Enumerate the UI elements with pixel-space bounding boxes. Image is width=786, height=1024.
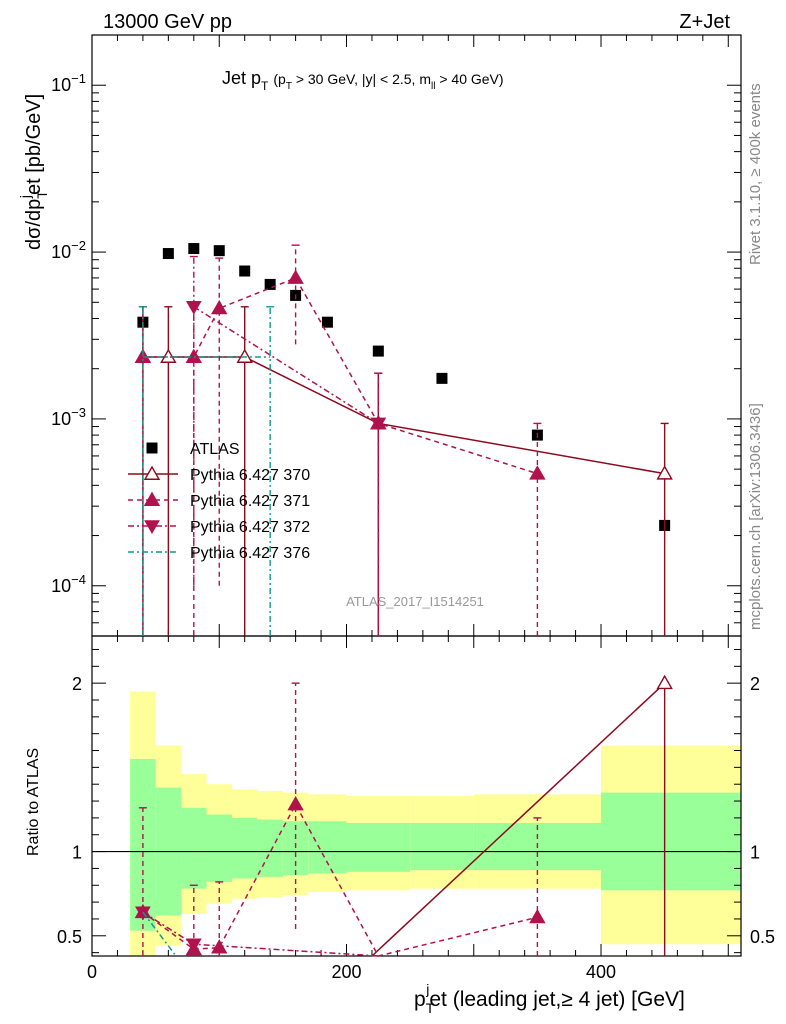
x-axis-label: pTjet (leading jet,≥ 4 jet) [GeV] [414,981,685,1016]
y-tick-label-main: 10−1 [51,71,86,95]
legend-label: Pythia 6.427 371 [190,493,310,510]
legend-label: Pythia 6.427 372 [190,519,310,536]
y-tick-label-ratio: 1 [750,843,760,863]
x-tick-label: 400 [586,962,616,982]
legend-label: Pythia 6.427 370 [190,467,310,484]
ratio-series-line [371,682,666,957]
data-point [160,348,177,363]
band-green-bin [231,817,258,879]
plot-title: Jet pT (pT > 30 GeV, |y| < 2.5, mll > 40 … [222,68,504,93]
data-point [436,372,448,384]
ratio-point [656,674,673,690]
band-green-bin [308,821,347,874]
ratio-series-line [142,802,538,957]
ratio-point [185,938,202,953]
ratio-plot-frame [91,635,742,957]
data-point [264,278,276,290]
data-point [529,465,546,480]
series-line [142,276,538,475]
legend-marker [143,465,161,480]
data-point [372,345,384,357]
data-point [134,348,152,363]
data-series [134,243,673,957]
band-green-bin [410,822,474,871]
data-point [239,265,251,277]
process-label: Z+Jet [679,11,730,33]
mcplots-label: mcplots.cern.ch [arXiv:1306.3436] [747,403,764,630]
y-tick-label-ratio: 0.5 [57,927,82,947]
x-tick-label: 200 [331,962,361,982]
data-point [185,301,202,315]
y-tick-label-main: 10−3 [51,405,86,429]
series-line [193,306,379,425]
data-point [211,299,228,315]
legend: ATLAS Pythia 6.427 370 Pythia 6.427 371 Pyt… [128,441,310,562]
data-point [188,243,200,255]
data-point [656,465,673,480]
y-axis-label-ratio: Ratio to ATLAS [25,748,42,856]
y-tick-label-ratio: 0.5 [750,927,775,947]
band-green-bin [282,821,309,876]
legend-label: Pythia 6.427 376 [190,545,310,562]
band-green-bin [257,819,283,877]
legend-marker [143,491,161,506]
legend-marker [144,520,160,535]
data-point [321,316,333,328]
data-point [236,348,253,363]
legend-label: ATLAS [190,441,240,458]
data-point [213,245,225,257]
collision-label: 13000 GeV pp [103,11,232,33]
y-tick-label-main: 10−2 [51,238,86,262]
data-point [370,417,387,432]
ratio-series-line [142,911,176,955]
legend-marker [146,442,158,454]
data-point [162,248,174,260]
y-tick-label-ratio: 2 [750,674,760,694]
rivet-label: Rivet 3.1.10, ≥ 400k events [747,83,764,265]
ratio-uncertainty-bands [92,691,741,956]
analysis-watermark: ATLAS_2017_I1514251 [346,594,484,609]
band-green-bin [181,807,207,889]
y-tick-label-ratio: 2 [72,674,82,694]
band-green-bin [601,792,741,891]
ratio-point [287,796,304,811]
data-point [287,269,304,284]
x-tick-label: 0 [87,962,97,982]
ratio-point [211,939,228,954]
y-tick-label-main: 10−4 [51,572,86,596]
plot-frames [91,34,742,957]
band-green-bin [346,822,411,872]
band-green-bin [206,814,232,882]
ratio-point [529,908,546,924]
y-axis-label-main: dσ/dpTjet [pb/GeV] [17,94,50,250]
y-tick-label-ratio: 1 [72,843,82,863]
axis-ticks: 0 200 400 10−4 10−3 10−2 10−1 0.5 0.5 1 1 2 2 [51,34,775,982]
